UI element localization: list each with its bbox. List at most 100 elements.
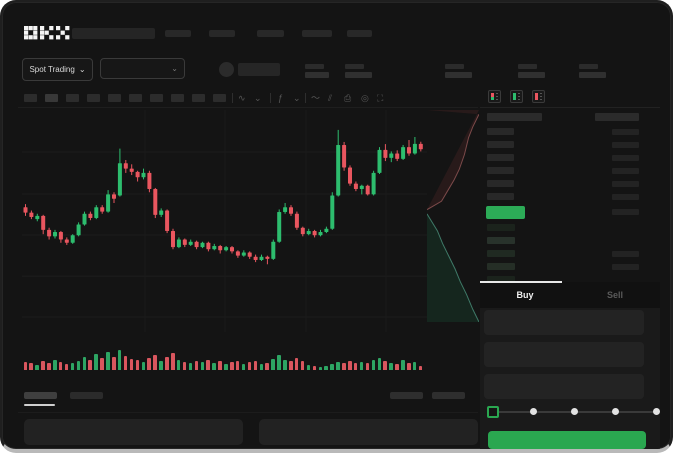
volume-bar (389, 363, 393, 370)
volume-bar (212, 363, 216, 370)
bid-row-amount[interactable] (612, 209, 639, 215)
line-tool-icon[interactable]: 〜 (311, 93, 321, 103)
timeframe-placeholder[interactable] (192, 94, 205, 102)
last-price-highlight[interactable] (486, 206, 525, 219)
nav-item-placeholder[interactable] (302, 30, 332, 37)
price-input[interactable] (484, 310, 644, 335)
ask-row-amount[interactable] (612, 194, 639, 200)
settings-icon[interactable]: ◎ (361, 93, 369, 103)
bottom-action-placeholder[interactable] (390, 392, 423, 399)
total-input[interactable] (484, 374, 644, 399)
timeframe-placeholder[interactable] (171, 94, 184, 102)
ask-row-amount[interactable] (612, 168, 639, 174)
volume-bar (82, 357, 86, 370)
depth-overlay-chart (427, 110, 479, 322)
nav-item-placeholder[interactable] (257, 30, 284, 37)
ask-row[interactable] (487, 167, 514, 174)
volume-bar (330, 364, 334, 370)
volume-bar (324, 366, 328, 370)
volume-bar (383, 361, 387, 370)
volume-bar (171, 353, 175, 370)
candlestick-chart[interactable] (22, 110, 427, 332)
timeframe-placeholder[interactable] (108, 94, 121, 102)
timeframe-placeholder[interactable] (45, 94, 58, 102)
candle-style-icon[interactable]: ∿ (238, 93, 246, 103)
ask-row-amount[interactable] (612, 129, 639, 135)
ask-row[interactable] (487, 180, 514, 187)
volume-bar (29, 363, 33, 370)
tab-buy[interactable]: Buy (516, 290, 534, 300)
pair-name-placeholder (238, 63, 280, 76)
nav-item-placeholder[interactable] (347, 30, 372, 37)
slider-stop[interactable] (530, 408, 537, 415)
ask-row-amount[interactable] (612, 142, 639, 148)
slider-handle[interactable] (487, 406, 499, 418)
chevron-down-icon[interactable]: ⌄ (254, 93, 262, 103)
draw-tool-icon[interactable]: ⫽ (328, 93, 333, 103)
snapshot-icon[interactable]: ⎙ (344, 93, 352, 103)
chevron-down-icon: ⌄ (171, 64, 178, 73)
ob-layout-asks-icon[interactable] (532, 90, 545, 103)
buy-button[interactable] (488, 431, 646, 449)
volume-bar (407, 363, 411, 370)
bottom-action-placeholder[interactable] (432, 392, 465, 399)
orders-panel-placeholder (24, 419, 243, 445)
divider (305, 93, 306, 103)
ob-layout-both-icon[interactable] (488, 90, 501, 103)
timeframe-placeholder[interactable] (66, 94, 79, 102)
orderbook-header-left (487, 113, 542, 121)
bid-row-amount[interactable] (612, 251, 639, 257)
pair-selector-dropdown[interactable]: ⌄ (100, 58, 185, 79)
ask-row-amount[interactable] (612, 155, 639, 161)
timeframe-placeholder[interactable] (129, 94, 142, 102)
bid-row[interactable] (487, 276, 515, 283)
bid-row-amount[interactable] (612, 264, 639, 270)
bottom-tab-active[interactable] (24, 392, 57, 399)
stat-change (345, 64, 373, 78)
bid-row[interactable] (487, 237, 515, 244)
tab-sell[interactable]: Sell (606, 290, 623, 300)
nav-item-placeholder[interactable] (165, 30, 191, 37)
slider-stop[interactable] (612, 408, 619, 415)
amount-input[interactable] (484, 342, 644, 367)
volume-bar (259, 364, 263, 370)
volume-bar (35, 365, 39, 370)
volume-bar (135, 360, 140, 370)
ob-layout-bids-icon[interactable] (510, 90, 523, 103)
nav-item-placeholder[interactable] (209, 30, 235, 37)
volume-bar (365, 363, 370, 370)
volume-bar (106, 352, 110, 370)
market-type-label: Spot Trading (29, 65, 75, 74)
indicators-icon[interactable]: ƒ (278, 93, 284, 103)
volume-bar (253, 361, 258, 370)
volume-bar (53, 360, 57, 370)
ask-row-amount[interactable] (612, 181, 639, 187)
slider-stop[interactable] (571, 408, 578, 415)
timeframe-placeholder[interactable] (150, 94, 163, 102)
volume-bar (377, 358, 381, 370)
ask-row[interactable] (487, 193, 514, 200)
volume-bar (58, 362, 63, 370)
timeframe-placeholder[interactable] (213, 94, 226, 102)
volume-bar (224, 364, 228, 370)
ask-row[interactable] (487, 154, 514, 161)
volume-bar (230, 362, 234, 370)
bid-row[interactable] (487, 250, 515, 257)
timeframe-placeholder[interactable] (24, 94, 37, 102)
volume-bar (218, 361, 222, 370)
slider-stop[interactable] (653, 408, 660, 415)
bottom-tab[interactable] (70, 392, 103, 399)
chevron-down-icon[interactable]: ⌄ (293, 93, 301, 103)
orders-panel-placeholder (259, 419, 478, 445)
ask-row[interactable] (487, 141, 514, 148)
bid-row[interactable] (487, 263, 515, 270)
volume-bar (70, 363, 75, 370)
volume-bar (401, 360, 405, 370)
market-type-dropdown[interactable]: Spot Trading ⌄ (22, 58, 93, 81)
bid-row[interactable] (487, 224, 515, 231)
ask-row[interactable] (487, 128, 514, 135)
timeframe-placeholder[interactable] (87, 94, 100, 102)
volume-bar (117, 350, 122, 370)
volume-bar (289, 361, 293, 370)
fullscreen-icon[interactable]: ⛶ (377, 93, 384, 103)
